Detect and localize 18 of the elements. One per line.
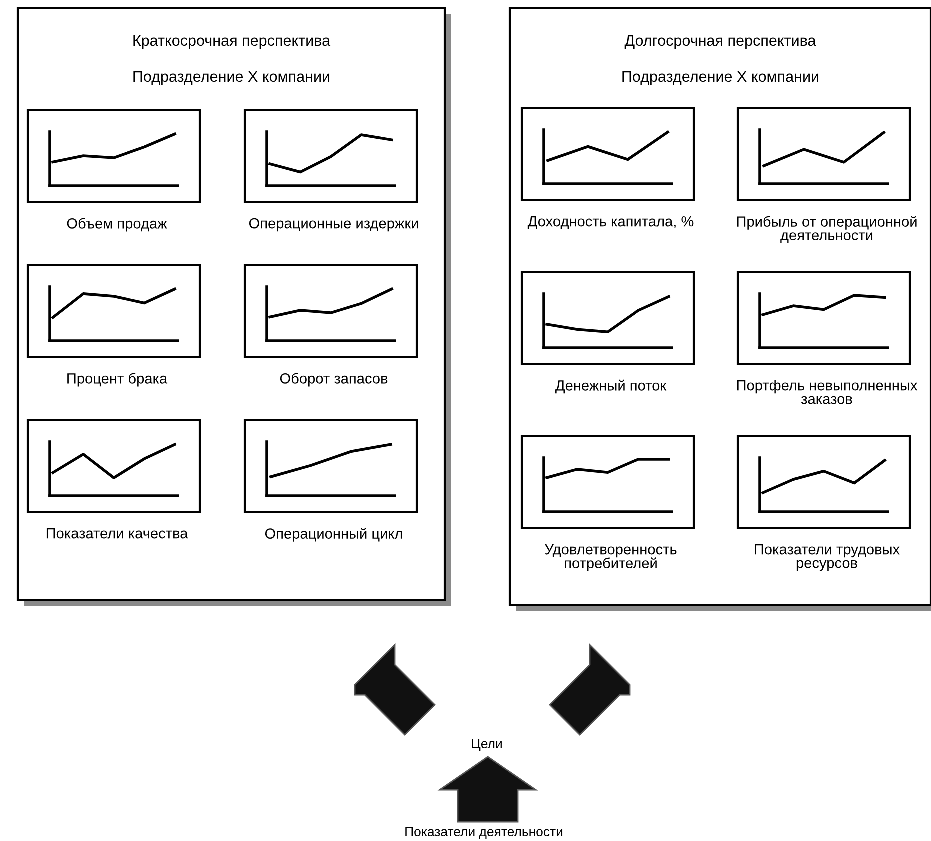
x-axis-title: Объем продаж xyxy=(67,218,168,232)
x-axis-title: Показатели трудовых ресурсов xyxy=(755,544,900,572)
text: Краткосрочная перспектива xyxy=(134,35,331,50)
x-axis-title: Показатели качества xyxy=(46,528,188,539)
text: Подразделение X компании xyxy=(622,71,819,86)
x-axis-title: Операционный цикл xyxy=(265,528,402,542)
text: Подразделение X компании xyxy=(134,71,330,86)
x-axis-title: Прибыль от операционной деятельности xyxy=(737,216,917,244)
x-axis-title: Доходность капитала, % xyxy=(528,216,694,230)
x-axis-title: Процент брака xyxy=(68,373,168,387)
text: Показатели деятельности xyxy=(406,827,563,840)
text: Цели xyxy=(472,739,502,752)
text: Долгосрочная перспектива xyxy=(624,35,816,50)
x-axis-title: Портфель невыполненных заказов xyxy=(737,380,918,404)
x-axis-title: Оборот запасов xyxy=(280,373,388,387)
x-axis-title: Операционные издержки xyxy=(249,218,418,232)
x-axis-title: Удовлетворенность потребителей xyxy=(545,544,677,572)
x-axis-title: Денежный поток xyxy=(556,380,667,394)
